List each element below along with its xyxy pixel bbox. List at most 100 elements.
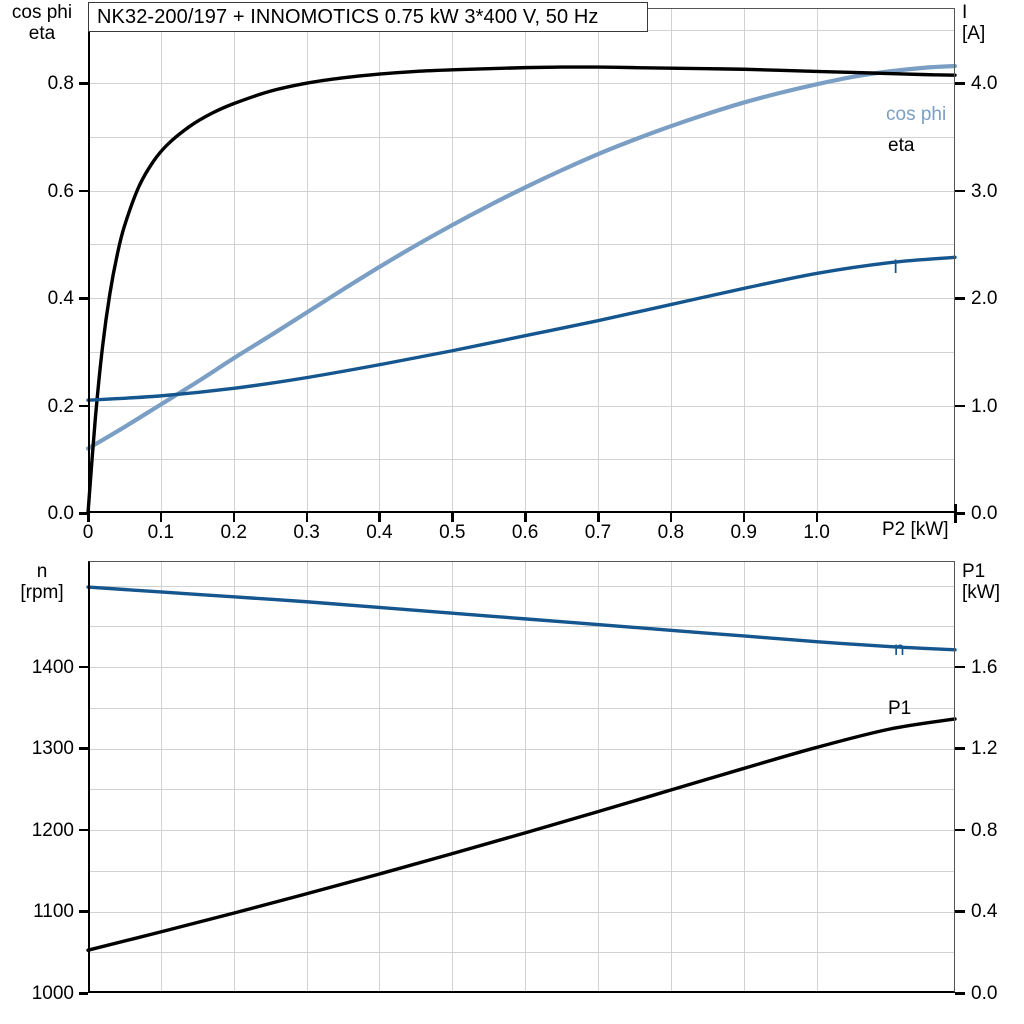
gridline-vertical [598, 8, 599, 513]
y-axis-left-tick-mark [79, 747, 88, 750]
gridline-vertical [160, 8, 162, 513]
y-axis-left-tick-mark [79, 910, 88, 913]
y-axis-left-tick-mark [79, 828, 88, 832]
gridline-vertical [598, 561, 599, 993]
gridline-vertical [379, 8, 381, 513]
y-axis-left-tick-label: 0.8 [47, 73, 74, 95]
curve-label-current: I [893, 257, 899, 278]
y-axis-right-tick-label: 0.0 [971, 983, 998, 1004]
gridline-vertical [233, 561, 235, 993]
gridline-vertical [452, 8, 454, 513]
y-axis-right-tick-label: 1.6 [971, 656, 998, 678]
gridline-vertical [233, 8, 235, 513]
gridline-horizontal [88, 952, 955, 954]
x-axis-tick-mark [305, 513, 309, 522]
y-axis-left-tick-label: 1000 [31, 983, 74, 1004]
upper-right-axis-title: I [A] [962, 2, 1022, 44]
y-axis-right-tick-label: 4.0 [971, 73, 998, 95]
x-axis-tick-mark [232, 513, 236, 522]
upper-left-axis-title-line1: cos phi [11, 2, 73, 23]
gridline-vertical [306, 561, 308, 993]
x-axis-tick-mark [378, 513, 381, 522]
gridline-vertical [743, 561, 745, 993]
y-axis-right-tick-label: 3.0 [971, 180, 998, 202]
curve-label-cos-phi: cos phi [886, 104, 947, 125]
y-axis-left-tick-mark [79, 189, 88, 193]
y-axis-right-tick-mark [955, 910, 965, 913]
gridline-vertical [452, 561, 454, 993]
gridline-horizontal [88, 405, 955, 407]
lower-chart: n [rpm] P1 [kW] n P1 1000 1100 1200 1300 140… [0, 553, 1024, 1024]
y-axis-left-tick-label: 0.4 [47, 288, 74, 310]
y-axis-left-tick-label: 1100 [33, 901, 74, 923]
y-axis-right-tick-label: 1.2 [971, 738, 998, 760]
gridline-vertical [525, 8, 527, 513]
lower-right-axis-title-line2: [kW] [962, 582, 1000, 603]
y-axis-left-tick-mark [79, 992, 88, 995]
x-axis-end-tick-mark [954, 504, 957, 523]
y-axis-left-tick-label: 1300 [31, 738, 74, 760]
lower-right-axis-title: P1 [kW] [962, 561, 1022, 603]
gridline-horizontal [88, 136, 955, 138]
y-axis-left-tick-mark [79, 665, 88, 669]
upper-right-axis-title-line1: I [962, 2, 968, 23]
gridline-horizontal [88, 748, 955, 750]
chart-title: NK32-200/197 + INNOMOTICS 0.75 kW 3*400 … [97, 5, 599, 28]
curve-label-speed: n [894, 639, 905, 660]
y-axis-right-tick-mark [955, 297, 965, 300]
gridline-vertical [379, 561, 381, 993]
x-axis-tick-mark [451, 513, 454, 522]
x-axis-tick-mark [742, 513, 746, 522]
gridline-vertical [816, 561, 818, 993]
x-axis-tick-label: 0.1 [147, 522, 175, 543]
gridline-horizontal [88, 244, 955, 246]
upper-left-axis-title-line2: eta [28, 23, 56, 44]
x-axis-tick-label: 0.6 [511, 522, 539, 543]
y-axis-left-tick-mark [79, 82, 88, 85]
curve-p1 [86, 717, 957, 952]
y-axis-right-tick-mark [955, 828, 965, 832]
x-axis-tick-mark [669, 513, 673, 522]
x-axis-tick-label: 0 [82, 522, 94, 543]
lower-curves [86, 585, 957, 952]
y-axis-right-tick-mark [955, 189, 965, 193]
y-axis-right-tick-label: 0.8 [971, 819, 998, 841]
x-axis-tick-label: 0.7 [584, 522, 612, 543]
x-axis-tick-label: 0.4 [366, 522, 393, 543]
upper-x-axis-title: P2 [kW] [882, 519, 949, 540]
upper-right-axis-title-line2: [A] [962, 23, 986, 44]
x-axis-tick-label: 0.3 [293, 522, 320, 543]
chart-title-box: NK32-200/197 + INNOMOTICS 0.75 kW 3*400 … [88, 2, 648, 32]
x-axis-tick-mark [597, 513, 600, 522]
gridline-horizontal [88, 83, 955, 85]
upper-left-axis-title: cos phi eta [2, 2, 82, 44]
y-axis-left-tick-mark [79, 512, 88, 515]
lower-gridlines [88, 561, 955, 993]
y-axis-left-tick-label: 0.6 [47, 180, 74, 202]
upper-curves [85, 63, 958, 515]
lower-left-axis-title-line2: [rpm] [20, 582, 64, 603]
gridline-vertical [525, 561, 527, 993]
curve-i [86, 255, 957, 402]
curve-n [86, 585, 957, 652]
y-axis-right-tick-mark [955, 665, 965, 669]
y-axis-right-tick-label: 1.0 [971, 395, 998, 417]
y-axis-left-tick-mark [79, 404, 88, 408]
curve-label-p1: P1 [888, 698, 912, 719]
y-axis-right-tick-label: 0.4 [971, 901, 998, 923]
gridline-horizontal [88, 459, 955, 461]
x-axis-tick-mark [524, 513, 527, 522]
gridline-horizontal [88, 298, 955, 300]
curve-cos-phi [85, 63, 958, 451]
gridline-horizontal [88, 911, 955, 913]
y-axis-left-tick-label: 0.0 [47, 503, 74, 524]
curve-label-eta: eta [888, 135, 915, 156]
y-axis-right-tick-mark [955, 512, 965, 515]
gridline-vertical [306, 8, 308, 513]
gridline-horizontal [88, 789, 955, 791]
gridline-horizontal [88, 626, 955, 628]
y-axis-right-tick-label: 2.0 [971, 288, 998, 310]
x-axis-tick-mark [159, 513, 163, 522]
upper-chart: cos phi eta I [A] NK32-200/197 + INNOMOT… [2, 2, 1022, 543]
x-axis-tick-label: 1.0 [803, 522, 830, 543]
